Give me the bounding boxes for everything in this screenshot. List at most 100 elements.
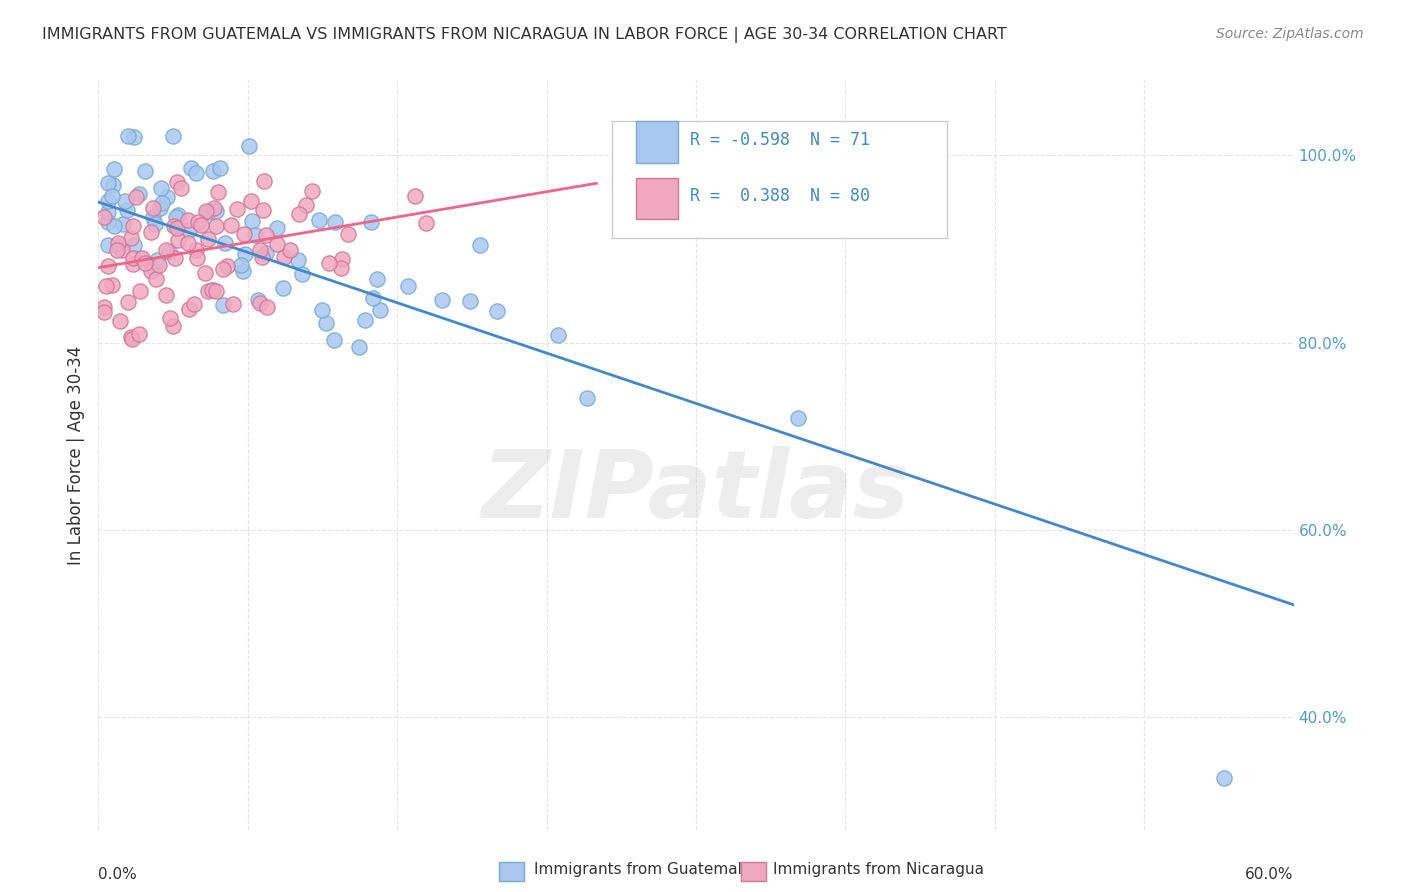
Point	[97, 260, 120, 274]
Point	[97, 238, 120, 252]
Point	[207, 185, 229, 199]
Point	[142, 201, 165, 215]
Text: R = -0.598  N = 71: R = -0.598 N = 71	[690, 131, 870, 149]
Point	[143, 261, 166, 276]
Point	[128, 187, 150, 202]
Point	[214, 236, 236, 251]
Point	[107, 236, 129, 251]
Point	[212, 298, 235, 312]
Point	[232, 227, 254, 241]
Point	[150, 181, 173, 195]
Point	[152, 196, 174, 211]
Point	[166, 221, 188, 235]
Point	[131, 251, 153, 265]
Point	[415, 216, 437, 230]
Point	[105, 243, 128, 257]
Point	[177, 213, 200, 227]
Point	[120, 231, 142, 245]
Point	[212, 261, 235, 276]
Point	[156, 190, 179, 204]
Point	[111, 217, 134, 231]
Point	[547, 327, 569, 342]
Point	[249, 244, 271, 258]
Point	[103, 219, 125, 233]
Point	[254, 228, 277, 243]
Point	[159, 310, 181, 325]
Text: 0.0%: 0.0%	[98, 867, 138, 882]
Point	[205, 219, 228, 233]
Point	[149, 201, 172, 215]
Point	[121, 219, 143, 234]
Point	[575, 391, 598, 405]
Point	[145, 272, 167, 286]
Point	[787, 411, 810, 425]
Point	[128, 326, 150, 341]
Point	[125, 190, 148, 204]
Point	[318, 256, 340, 270]
Point	[148, 258, 170, 272]
Point	[129, 284, 152, 298]
Point	[197, 232, 219, 246]
Point	[195, 204, 218, 219]
Point	[166, 175, 188, 189]
Point	[115, 202, 138, 217]
Point	[238, 138, 260, 153]
Point	[253, 174, 276, 188]
Text: Source: ZipAtlas.com: Source: ZipAtlas.com	[1216, 27, 1364, 41]
Point	[97, 215, 120, 229]
Point	[169, 181, 191, 195]
Point	[120, 330, 142, 344]
Text: R =  0.388  N = 80: R = 0.388 N = 80	[690, 187, 870, 205]
Point	[205, 204, 228, 219]
Point	[360, 215, 382, 229]
Point	[139, 225, 162, 239]
Point	[134, 256, 156, 270]
Point	[193, 266, 215, 280]
Point	[145, 252, 167, 267]
Point	[145, 217, 167, 231]
Point	[354, 313, 377, 327]
Text: 60.0%: 60.0%	[1246, 867, 1294, 882]
Point	[163, 219, 186, 233]
Point	[157, 244, 180, 259]
Point	[209, 161, 232, 175]
Point	[278, 243, 301, 257]
Point	[166, 208, 188, 222]
Point	[97, 205, 120, 219]
Point	[162, 129, 184, 144]
Point	[114, 194, 136, 208]
Point	[121, 333, 143, 347]
Point	[347, 341, 370, 355]
Point	[330, 261, 353, 276]
Point	[287, 253, 309, 268]
Point	[266, 221, 288, 235]
Point	[103, 162, 125, 177]
Point	[247, 293, 270, 307]
Point	[308, 213, 330, 227]
FancyBboxPatch shape	[613, 121, 948, 237]
Point	[250, 250, 273, 264]
Point	[202, 202, 225, 216]
Point	[330, 252, 353, 266]
Point	[201, 283, 224, 297]
Point	[93, 305, 115, 319]
Point	[368, 303, 391, 318]
Point	[179, 223, 201, 237]
Point	[101, 178, 124, 192]
Point	[322, 333, 344, 347]
Point	[97, 194, 120, 209]
Point	[117, 129, 139, 144]
Point	[266, 237, 288, 252]
Point	[239, 194, 262, 208]
Point	[1212, 771, 1234, 785]
Point	[271, 281, 294, 295]
Y-axis label: In Labor Force | Age 30-34: In Labor Force | Age 30-34	[66, 345, 84, 565]
Point	[366, 272, 388, 286]
Point	[139, 264, 162, 278]
Point	[142, 211, 165, 225]
Point	[222, 296, 245, 310]
Point	[162, 319, 184, 334]
Point	[184, 244, 207, 258]
Point	[226, 202, 249, 216]
Text: IMMIGRANTS FROM GUATEMALA VS IMMIGRANTS FROM NICARAGUA IN LABOR FORCE | AGE 30-3: IMMIGRANTS FROM GUATEMALA VS IMMIGRANTS …	[42, 27, 1007, 43]
